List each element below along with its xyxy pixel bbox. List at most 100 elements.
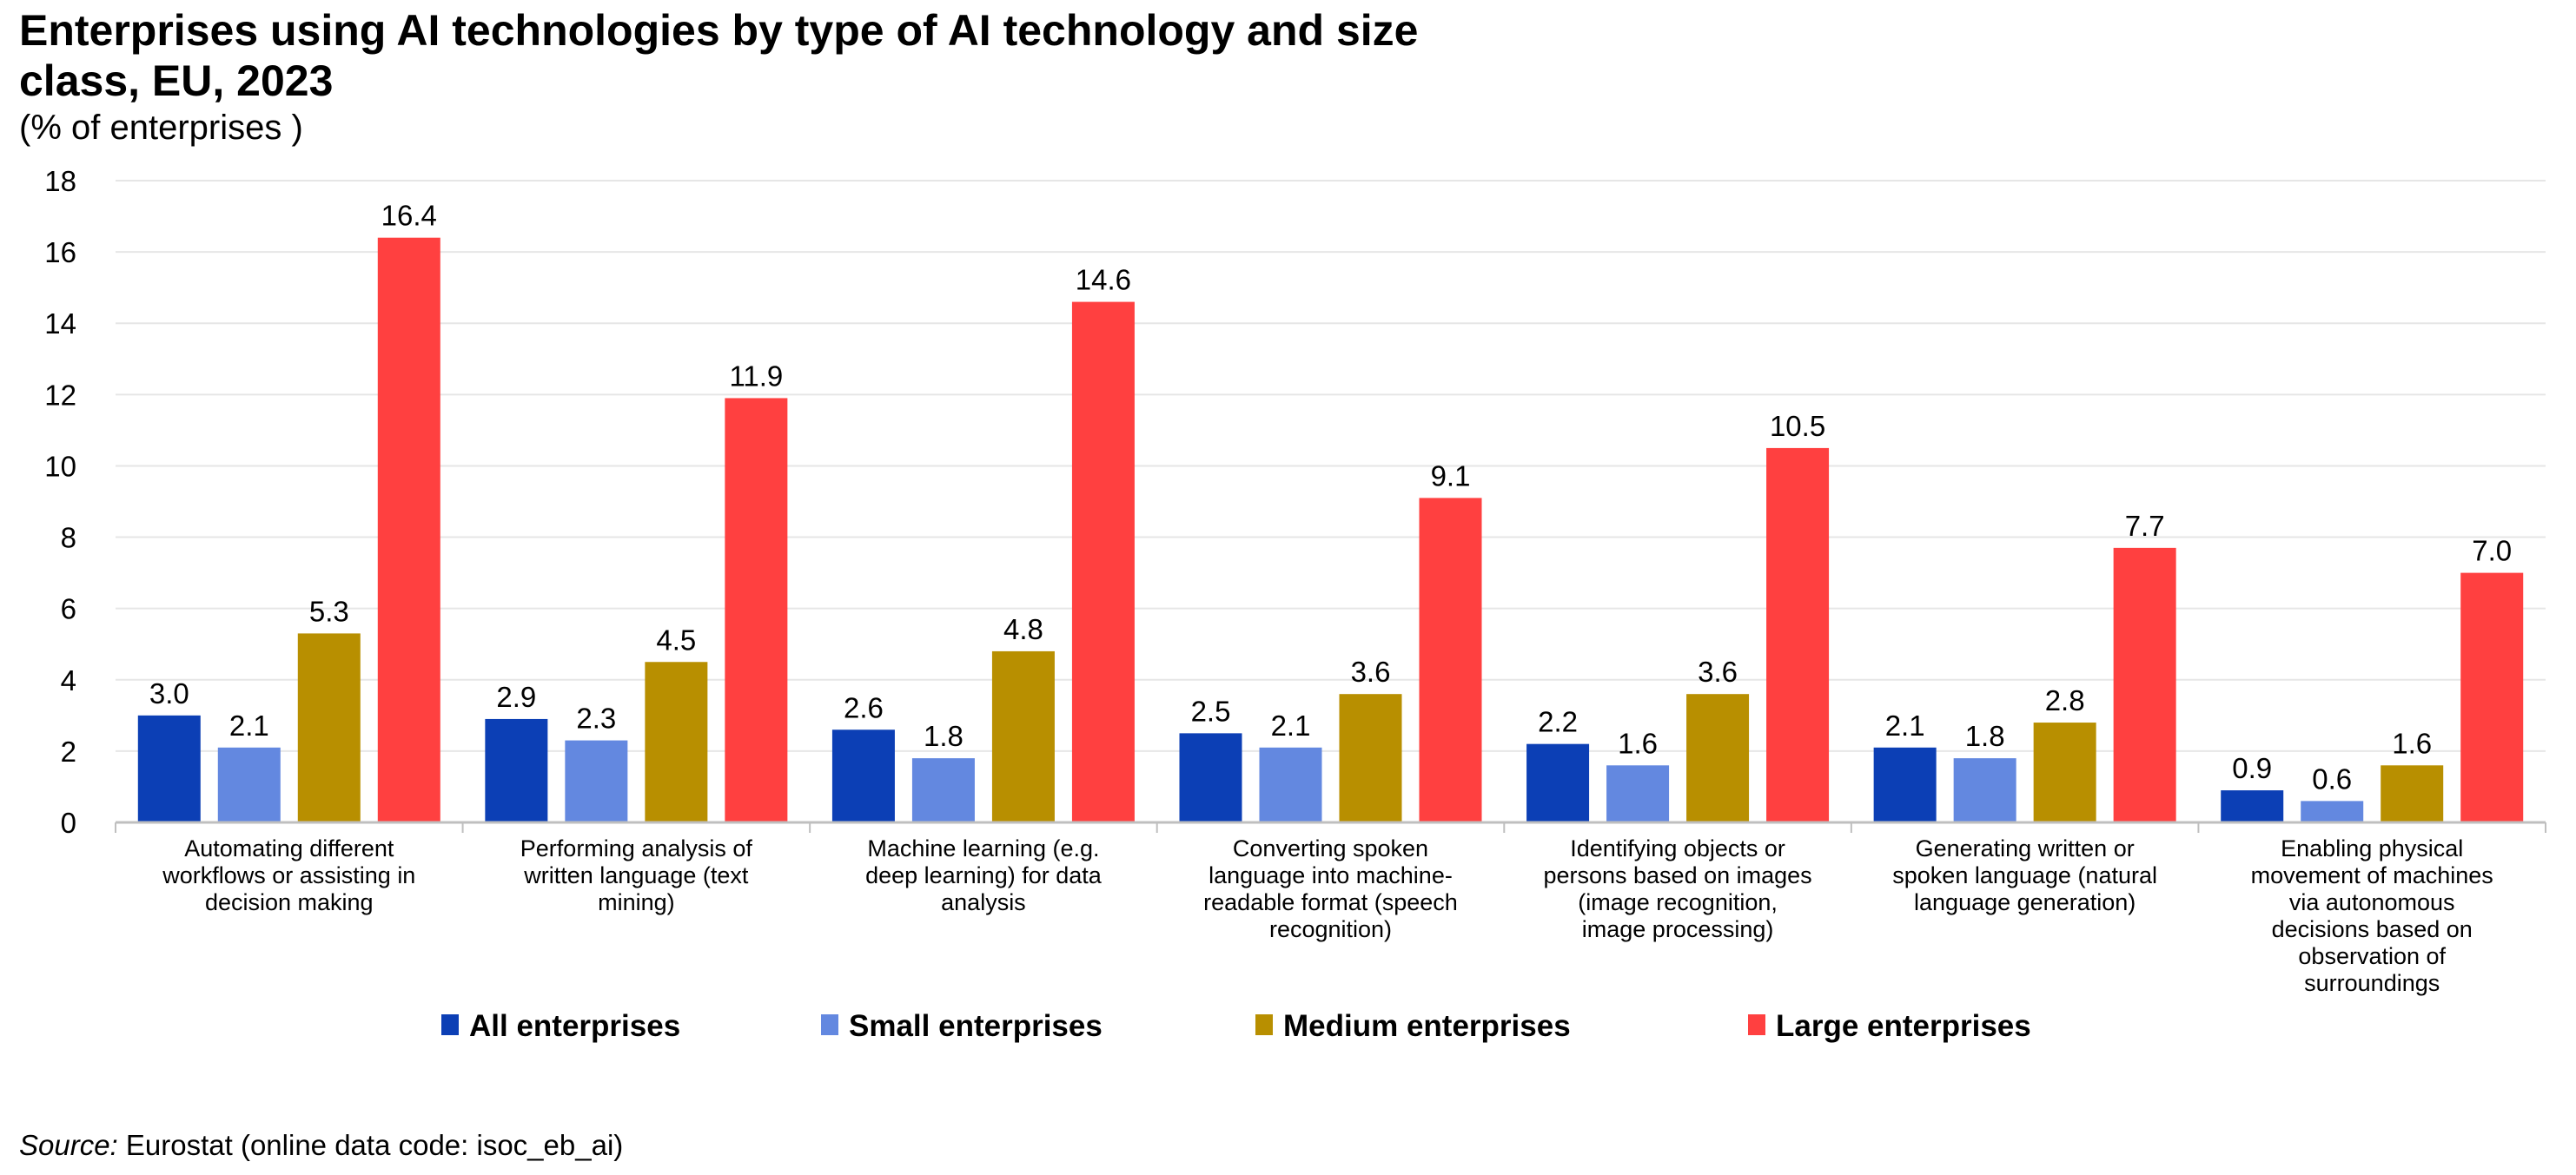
data-label: 7.7 <box>2125 510 2165 542</box>
source-text: Eurostat (online data code: isoc_eb_ai) <box>118 1129 624 1161</box>
data-label: 1.8 <box>924 720 964 752</box>
legend-swatch <box>1748 1014 1765 1035</box>
bar-large-enterprises <box>1071 301 1135 823</box>
bar-small-enterprises <box>911 758 975 822</box>
bar-all-enterprises <box>1526 743 1590 822</box>
category-label: Performing analysis of <box>520 835 753 861</box>
category-label: image processing) <box>1582 916 1774 942</box>
data-label: 16.4 <box>381 200 437 232</box>
x-axis <box>115 821 2546 833</box>
category-label: decisions based on <box>2272 916 2473 942</box>
bars <box>137 237 2524 823</box>
y-tick-label: 2 <box>61 736 76 768</box>
category-label: decision making <box>205 889 374 915</box>
data-label: 1.6 <box>2392 727 2432 759</box>
category-label: Identifying objects or <box>1570 835 1785 861</box>
data-label: 2.9 <box>496 681 536 713</box>
data-label: 1.8 <box>1965 720 2005 752</box>
category-label: Generating written or <box>1916 835 2135 861</box>
chart-title-line-1: Enterprises using AI technologies by typ… <box>19 6 1418 55</box>
data-label: 1.6 <box>1618 727 1658 759</box>
bar-large-enterprises <box>1766 447 1830 822</box>
category-label: Enabling physical <box>2281 835 2463 861</box>
bar-small-enterprises <box>1259 747 1322 822</box>
bar-small-enterprises <box>2301 801 2364 822</box>
data-label: 0.9 <box>2232 752 2272 784</box>
category-label: Automating different <box>184 835 394 861</box>
category-label: written language (text <box>523 862 749 888</box>
legend-swatch <box>441 1014 459 1035</box>
bar-medium-enterprises <box>297 633 361 822</box>
y-tick-label: 4 <box>61 664 76 696</box>
category-label: language generation) <box>1914 889 2136 915</box>
y-tick-label: 12 <box>44 379 76 411</box>
data-labels: 3.0 2.1 5.3 16.4 2.9 2.3 4.5 11.9 2.6 1.8 4.8 14.6 2… <box>149 200 2512 795</box>
source-label: Source: <box>19 1129 118 1161</box>
data-label: 4.8 <box>1003 613 1043 645</box>
data-label: 3.6 <box>1351 656 1391 688</box>
legend-swatch <box>1255 1014 1273 1035</box>
data-label: 2.5 <box>1191 695 1231 727</box>
y-tick-label: 10 <box>44 450 76 482</box>
y-axis-ticks: 0 2 4 6 8 10 12 14 16 18 <box>44 165 76 839</box>
y-tick-label: 18 <box>44 165 76 197</box>
legend-label: Small enterprises <box>849 1009 1103 1043</box>
data-label: 7.0 <box>2472 535 2512 567</box>
category-label: (image recognition, <box>1578 889 1778 915</box>
data-label: 2.8 <box>2045 684 2085 716</box>
data-label: 2.6 <box>844 691 884 723</box>
category-label: deep learning) for data <box>865 862 1103 888</box>
bar-all-enterprises <box>485 718 548 822</box>
category-label: analysis <box>941 889 1026 915</box>
bar-small-enterprises <box>1606 765 1670 822</box>
category-label: recognition) <box>1269 916 1392 942</box>
y-tick-label: 14 <box>44 307 76 340</box>
category-label: observation of <box>2298 943 2446 969</box>
y-tick-label: 6 <box>61 593 76 625</box>
bar-large-enterprises <box>2460 572 2524 822</box>
data-label: 10.5 <box>1770 410 1825 442</box>
category-label: persons based on images <box>1543 862 1811 888</box>
chart-subtitle: (% of enterprises ) <box>19 109 303 147</box>
bar-large-enterprises <box>1419 498 1482 822</box>
bar-large-enterprises <box>2113 547 2176 822</box>
legend-label: Medium enterprises <box>1283 1009 1571 1043</box>
bar-medium-enterprises <box>645 662 708 822</box>
bar-medium-enterprises <box>1339 694 1402 822</box>
category-label: language into machine- <box>1209 862 1453 888</box>
y-tick-label: 16 <box>44 236 76 268</box>
data-label: 3.0 <box>149 677 189 710</box>
data-label: 5.3 <box>309 595 349 627</box>
bar-all-enterprises <box>1179 733 1242 822</box>
category-label: via autonomous <box>2289 889 2455 915</box>
bar-all-enterprises <box>137 715 201 822</box>
bar-medium-enterprises <box>1686 694 1750 822</box>
bar-medium-enterprises <box>2381 765 2444 822</box>
data-label: 2.2 <box>1538 706 1578 738</box>
source-note: Source: Eurostat (online data code: isoc… <box>19 1129 623 1161</box>
bar-all-enterprises <box>1873 747 1937 822</box>
category-label: workflows or assisting in <box>162 862 415 888</box>
data-label: 2.1 <box>1271 710 1311 742</box>
legend-label: Large enterprises <box>1776 1009 2031 1043</box>
bar-large-enterprises <box>725 398 788 822</box>
bar-medium-enterprises <box>991 650 1055 822</box>
category-label: mining) <box>598 889 675 915</box>
legend-label: All enterprises <box>469 1009 680 1043</box>
bar-small-enterprises <box>565 740 628 822</box>
category-label: movement of machines <box>2251 862 2493 888</box>
chart-title-line-2: class, EU, 2023 <box>19 56 333 105</box>
data-label: 3.6 <box>1698 656 1738 688</box>
data-label: 4.5 <box>656 624 696 656</box>
bar-all-enterprises <box>831 729 895 822</box>
data-label: 2.3 <box>576 703 616 735</box>
data-label: 9.1 <box>1431 459 1471 492</box>
bar-large-enterprises <box>377 237 440 822</box>
data-label: 0.6 <box>2312 762 2352 795</box>
bar-medium-enterprises <box>2033 723 2096 822</box>
y-tick-label: 8 <box>61 522 76 554</box>
legend-swatch <box>821 1014 838 1035</box>
y-tick-label: 0 <box>61 807 76 839</box>
